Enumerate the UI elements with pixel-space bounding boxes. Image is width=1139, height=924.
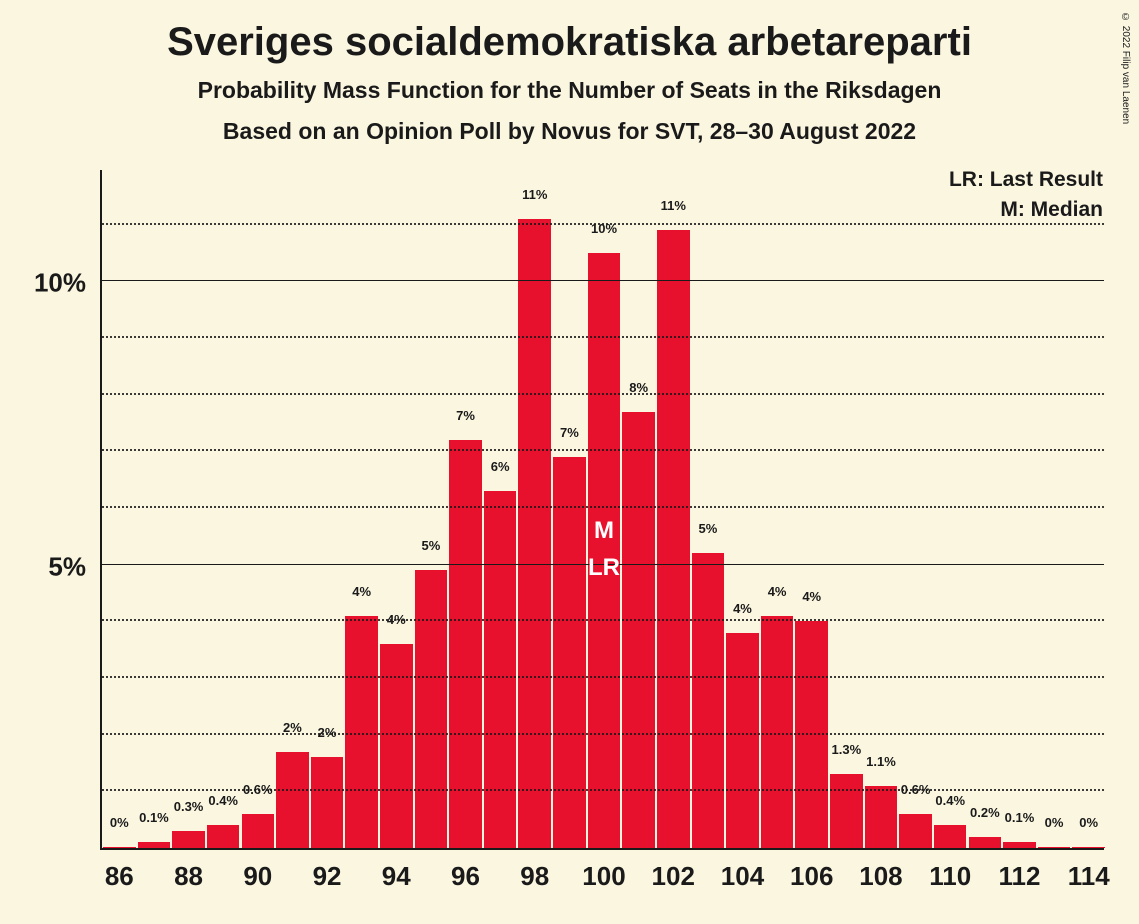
bar [795,621,828,848]
x-tick-label: 106 [790,861,833,892]
bar-label: 0.4% [208,793,238,808]
bar-label: 0% [1045,815,1064,830]
bar [1072,847,1105,848]
bar [449,440,482,848]
x-tick-label: 114 [1068,861,1110,892]
bar [380,644,413,848]
bar [276,752,309,848]
bar-label: 11% [522,187,547,202]
bar-label: 0.3% [174,799,204,814]
chart-area: 0%0.1%0.3%0.4%0.6%2%2%4%4%5%7%6%11%7%10%… [100,170,1104,850]
bar-label: 7% [456,408,475,423]
bar [138,842,171,848]
bar-label: 5% [421,538,440,553]
bar-label: 4% [768,584,787,599]
bar [588,253,621,848]
copyright-text: © 2022 Filip van Laenen [1120,12,1131,124]
bar [934,825,967,848]
median-marker: M [594,517,614,545]
bar [103,847,136,848]
bar [484,491,517,848]
bar [899,814,932,848]
bar [172,831,205,848]
chart-title: Sveriges socialdemokratiska arbetarepart… [0,0,1139,65]
grid-minor [102,336,1104,338]
x-tick-label: 86 [105,861,134,892]
bar-label: 0% [110,815,129,830]
bar [865,786,898,848]
grid-minor [102,676,1104,678]
bar [518,219,551,848]
bar-label: 0% [1079,815,1098,830]
bar [1003,842,1036,848]
x-tick-label: 92 [313,861,342,892]
bar [207,825,240,848]
plot-region: 0%0.1%0.3%0.4%0.6%2%2%4%4%5%7%6%11%7%10%… [100,170,1104,850]
x-tick-label: 108 [859,861,902,892]
bar-label: 1.3% [832,742,862,757]
x-tick-label: 96 [451,861,480,892]
x-tick-label: 88 [174,861,203,892]
x-tick-label: 110 [929,861,971,892]
bar [1038,847,1071,848]
bar-label: 4% [352,584,371,599]
bar [830,774,863,848]
last-result-marker: LR [588,554,620,582]
bar [415,570,448,848]
bar [242,814,275,848]
x-tick-label: 104 [721,861,764,892]
bar [311,757,344,848]
y-tick-label: 10% [34,268,86,299]
x-tick-label: 98 [520,861,549,892]
bar [726,633,759,848]
x-tick-label: 102 [652,861,695,892]
chart-subtitle-2: Based on an Opinion Poll by Novus for SV… [0,118,1139,145]
bar-label: 11% [661,198,686,213]
bar-label: 1.1% [866,754,896,769]
x-tick-label: 100 [582,861,625,892]
grid-minor [102,619,1104,621]
bar-label: 0.1% [139,810,169,825]
grid-minor [102,223,1104,225]
bar-label: 5% [698,521,717,536]
bar-label: 0.1% [1005,810,1035,825]
grid-minor [102,449,1104,451]
x-tick-label: 112 [998,861,1040,892]
bar-label: 6% [491,459,510,474]
grid-major [102,280,1104,281]
x-tick-label: 94 [382,861,411,892]
y-tick-label: 5% [48,551,86,582]
bar-label: 7% [560,425,579,440]
grid-minor [102,393,1104,395]
bar-label: 0.2% [970,805,1000,820]
bar [622,412,655,848]
bar-label: 0.4% [935,793,965,808]
bar [969,837,1002,848]
grid-minor [102,789,1104,791]
bar [692,553,725,848]
bar-label: 4% [802,589,821,604]
grid-minor [102,733,1104,735]
x-tick-label: 90 [243,861,272,892]
bar-label: 4% [733,601,752,616]
chart-subtitle-1: Probability Mass Function for the Number… [0,77,1139,104]
grid-minor [102,506,1104,508]
bar [657,230,690,848]
bars-layer: 0%0.1%0.3%0.4%0.6%2%2%4%4%5%7%6%11%7%10%… [102,170,1104,848]
